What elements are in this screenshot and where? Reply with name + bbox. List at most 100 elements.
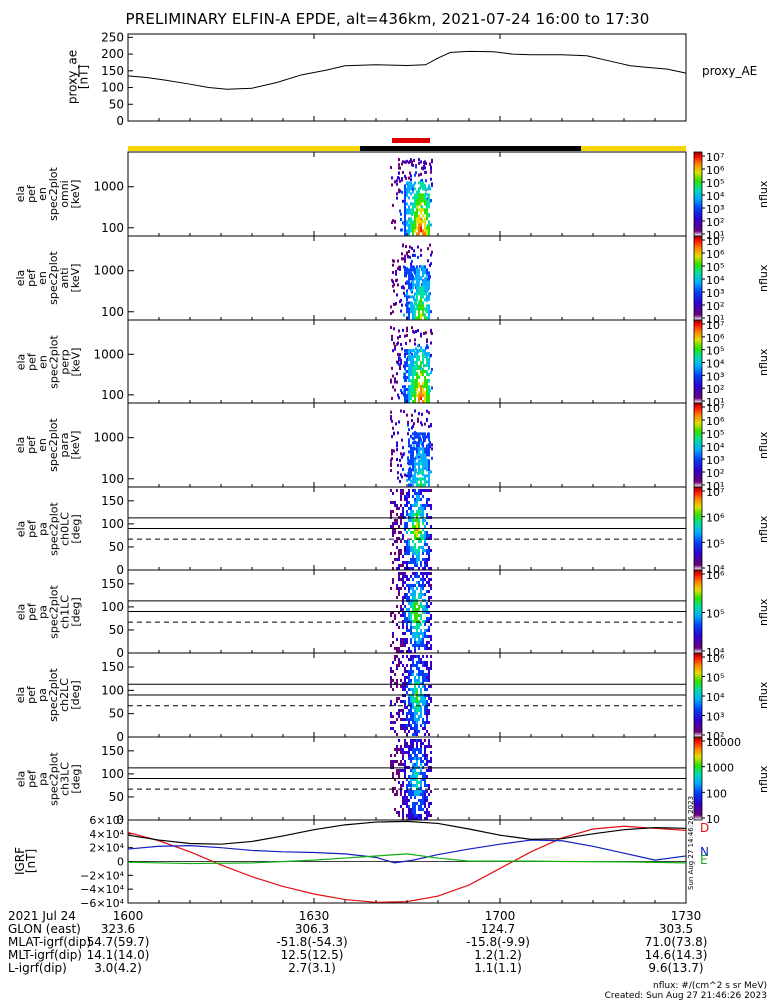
spectrogram-pixel	[426, 450, 428, 454]
spectrogram-pixel	[400, 564, 402, 567]
spectrogram-pixel	[420, 578, 422, 581]
spectrogram-pixel	[420, 202, 422, 206]
spectrogram-pixel	[412, 718, 414, 721]
spectrogram-pixel	[412, 727, 414, 730]
spectrogram-pixel	[422, 721, 424, 724]
spectrogram-pixel	[420, 769, 422, 772]
spectrogram-pixel	[416, 679, 418, 682]
spectrogram-pixel	[408, 295, 410, 299]
spectrogram-pixel	[399, 179, 401, 183]
spectrogram-pixel	[404, 223, 406, 227]
spectrogram-pixel	[426, 605, 428, 608]
spectrogram-pixel	[412, 394, 414, 398]
spectrogram-pixel	[418, 382, 420, 386]
y-axis-label-pa-ch0: ela pef pa spec2plot ch0LC [deg]	[14, 487, 82, 570]
igrf-tick-label: 0	[117, 856, 124, 869]
spectrogram-pixel	[418, 647, 420, 650]
spectrogram-pixel	[412, 626, 414, 629]
spectrogram-pixel	[414, 790, 416, 793]
colorbar-unit-label: nflux	[757, 431, 770, 459]
spectrogram-pixel	[420, 480, 422, 484]
spectrogram-pixel	[416, 575, 418, 578]
spectrogram-pixel	[396, 596, 398, 599]
spectrogram-pixel	[418, 658, 420, 661]
spectrogram-pixel	[410, 271, 412, 275]
spectrogram-pixel	[414, 193, 416, 197]
spectrogram-pixel	[396, 623, 398, 626]
spectrogram-pixel	[414, 338, 416, 342]
spectrogram-pixel	[410, 700, 412, 703]
spectrogram-pixel	[426, 385, 428, 389]
spectrogram-pixel	[420, 658, 422, 661]
spectrogram-pixel	[402, 602, 404, 605]
spectrogram-pixel	[396, 733, 398, 736]
spectrogram-pixel	[410, 673, 412, 676]
spectrogram-pixel	[414, 590, 416, 593]
spectrogram-pixel	[414, 283, 416, 287]
spectrogram-pixel	[402, 709, 404, 712]
spectrogram-pixel	[426, 757, 428, 760]
spectrogram-pixel	[416, 700, 418, 703]
spectrogram-pixel	[402, 724, 404, 727]
spectrogram-pixel	[426, 676, 428, 679]
spectrogram-pixel	[421, 166, 423, 170]
spectrogram-pixel	[414, 489, 416, 492]
spectrogram-pixel	[416, 742, 418, 745]
spectrogram-pixel	[426, 202, 428, 206]
spectrogram-pixel	[412, 358, 414, 362]
spectrogram-pixel	[410, 811, 412, 814]
y-axis-label-line: [deg]	[69, 680, 82, 710]
spectrogram-pixel	[424, 676, 426, 679]
spectrogram-pixel	[390, 712, 392, 715]
spectrogram-pixel	[412, 763, 414, 766]
spectrogram-pixel	[406, 510, 408, 513]
spectrogram-pixel	[416, 558, 418, 561]
spectrogram-pixel	[422, 187, 424, 191]
spectrogram-pixel	[416, 220, 418, 224]
spectrogram-pixel	[416, 623, 418, 626]
spectrogram-pixel	[396, 513, 398, 516]
spectrogram-pixel	[404, 498, 406, 501]
spectrogram-pixel	[416, 432, 418, 436]
spectrogram-pixel	[422, 587, 424, 590]
spectrogram-pixel	[392, 688, 394, 691]
spectrogram-pixel	[416, 280, 418, 284]
spectrogram-pixel	[416, 444, 418, 448]
spectrogram-pixel	[406, 361, 408, 365]
spectrogram-pixel	[402, 626, 404, 629]
spectrogram-pixel	[396, 196, 398, 200]
spectrogram-pixel	[396, 448, 398, 452]
spectrogram-pixel	[404, 775, 406, 778]
spectrogram-pixel	[422, 558, 424, 561]
spectrogram-pixel	[422, 567, 424, 570]
spectrogram-pixel	[424, 480, 426, 484]
side-timestamp: Sun Aug 27 14:46:26 2023	[687, 796, 695, 890]
spectrogram-pixel	[406, 525, 408, 528]
spectrogram-pixel	[412, 706, 414, 709]
proxy-ae-tick-label: 0	[116, 114, 124, 128]
igrf-line-n	[127, 839, 687, 864]
spectrogram-pixel	[414, 805, 416, 808]
spectrogram-pixel	[414, 307, 416, 311]
spectrogram-pixel	[420, 632, 422, 635]
spectrogram-pixel	[398, 525, 400, 528]
spectrogram-pixel	[428, 629, 430, 632]
spectrogram-pixel	[418, 661, 420, 664]
spectrogram-pixel	[428, 444, 430, 448]
spectrogram-pixel	[400, 650, 402, 653]
spectrogram-pixel	[418, 471, 420, 475]
spectrogram-pixel	[424, 748, 426, 751]
spectrogram-pixel	[420, 471, 422, 475]
spectrogram-data-pa-ch2	[390, 655, 432, 736]
spectrogram-pixel	[426, 388, 428, 392]
spectrogram-pixel	[420, 561, 422, 564]
y-tick-label: 50	[109, 623, 124, 637]
spectrogram-pixel	[408, 808, 410, 811]
spectrogram-pixel	[412, 552, 414, 555]
spectrogram-pixel	[412, 805, 414, 808]
spectrogram-pixel	[428, 805, 430, 808]
spectrogram-pixel	[422, 349, 424, 353]
spectrogram-pixel	[410, 787, 412, 790]
spectrogram-pixel	[426, 364, 428, 368]
spectrogram-pixel	[398, 697, 400, 700]
